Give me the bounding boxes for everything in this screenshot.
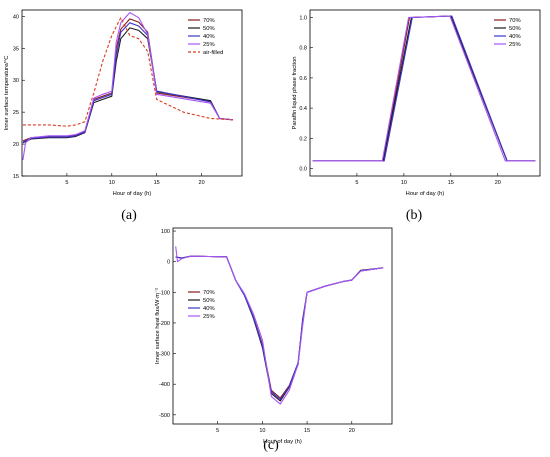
series-line-40- bbox=[312, 15, 536, 162]
series-line-40- bbox=[22, 22, 234, 143]
panel-label: (b) bbox=[406, 208, 423, 223]
series-line-70- bbox=[312, 15, 536, 162]
y-tick-label: -500 bbox=[159, 413, 170, 419]
legend-label: 70% bbox=[203, 290, 215, 296]
y-tick-label: 25 bbox=[13, 110, 19, 116]
y-tick-label: 15 bbox=[13, 174, 19, 180]
y-tick-label: 0.8 bbox=[299, 46, 307, 52]
legend: 70% 50% 40% 25% bbox=[188, 290, 215, 320]
x-tick-label: 20 bbox=[199, 180, 205, 186]
legend-label: 40% bbox=[203, 306, 215, 312]
series-line-50- bbox=[175, 255, 384, 402]
y-tick-label: -200 bbox=[159, 321, 170, 327]
series-line-air-filled bbox=[22, 17, 234, 127]
plot-frame bbox=[21, 9, 243, 177]
y-tick-label: -300 bbox=[159, 352, 170, 358]
series-line-70- bbox=[22, 18, 234, 142]
plot-frame bbox=[309, 9, 541, 177]
y-tick-label: 100 bbox=[161, 229, 170, 235]
x-tick-label: 20 bbox=[495, 180, 501, 186]
legend-label: 25% bbox=[509, 42, 521, 48]
series-line-25- bbox=[22, 12, 234, 161]
legend-label: air-filled bbox=[203, 50, 223, 56]
y-axis-label: Inner surface heat flux/W·m⁻² bbox=[155, 288, 161, 364]
x-tick-label: 10 bbox=[109, 180, 115, 186]
legend-label: 40% bbox=[509, 34, 521, 40]
y-axis-label: Inner surface temperature/°C bbox=[4, 56, 10, 131]
legend-label: 50% bbox=[203, 298, 215, 304]
legend: 70% 50% 40% 25% air-filled bbox=[188, 18, 223, 56]
legend-label: 70% bbox=[203, 18, 215, 24]
y-tick-label: 0.6 bbox=[299, 76, 307, 82]
y-tick-label: 20 bbox=[13, 142, 19, 148]
x-tick-label: 15 bbox=[448, 180, 454, 186]
x-tick-label: 10 bbox=[401, 180, 407, 186]
y-axis-label: Paraffin liquid phase fraction bbox=[292, 56, 298, 129]
legend-label: 50% bbox=[203, 26, 215, 32]
y-tick-label: 1.0 bbox=[299, 16, 307, 22]
x-axis-label: Hour of day (h) bbox=[406, 191, 445, 197]
series-line-70- bbox=[175, 255, 384, 399]
x-tick-label: 5 bbox=[355, 180, 358, 186]
legend-label: 70% bbox=[509, 18, 521, 24]
x-tick-label: 10 bbox=[259, 428, 265, 434]
x-tick-label: 15 bbox=[154, 180, 160, 186]
y-tick-label: 30 bbox=[13, 78, 19, 84]
y-tick-label: 0 bbox=[167, 260, 170, 266]
x-tick-label: 5 bbox=[216, 428, 219, 434]
y-tick-label: -100 bbox=[159, 290, 170, 296]
legend-label: 50% bbox=[509, 26, 521, 32]
panel-label: (a) bbox=[121, 208, 137, 223]
y-tick-label: -400 bbox=[159, 382, 170, 388]
series-line-40- bbox=[175, 255, 384, 401]
chart-c: 5 10 15 20 100 0 -100 -200 -300 -400 -500 Hour of d… bbox=[155, 227, 393, 453]
y-tick-label: 35 bbox=[13, 46, 19, 52]
chart-a: 5 10 15 20 15 20 25 30 35 40 Hour of day (h) Inner … bbox=[4, 9, 243, 223]
x-tick-label: 5 bbox=[65, 180, 68, 186]
legend-label: 40% bbox=[203, 34, 215, 40]
legend-label: 25% bbox=[203, 42, 215, 48]
plot-frame bbox=[172, 227, 393, 425]
x-tick-label: 20 bbox=[349, 428, 355, 434]
x-axis-label: Hour of day (h) bbox=[263, 439, 302, 445]
series-line-50- bbox=[312, 15, 536, 162]
panel-label: (c) bbox=[263, 438, 279, 453]
y-tick-label: 40 bbox=[13, 14, 19, 20]
chart-b: 5 10 15 20 0.0 0.2 0.4 0.6 0.8 1.0 Hour of day (h)… bbox=[292, 9, 541, 223]
y-tick-label: 0.2 bbox=[299, 136, 307, 142]
y-tick-label: 0.4 bbox=[299, 106, 307, 112]
x-axis-label: Hour of day (h) bbox=[113, 191, 152, 197]
x-tick-label: 15 bbox=[304, 428, 310, 434]
series-line-25- bbox=[312, 15, 536, 162]
series-line-25- bbox=[175, 246, 384, 405]
legend-label: 25% bbox=[203, 314, 215, 320]
y-tick-label: 0.0 bbox=[299, 166, 307, 172]
legend: 70% 50% 40% 25% bbox=[494, 18, 521, 48]
